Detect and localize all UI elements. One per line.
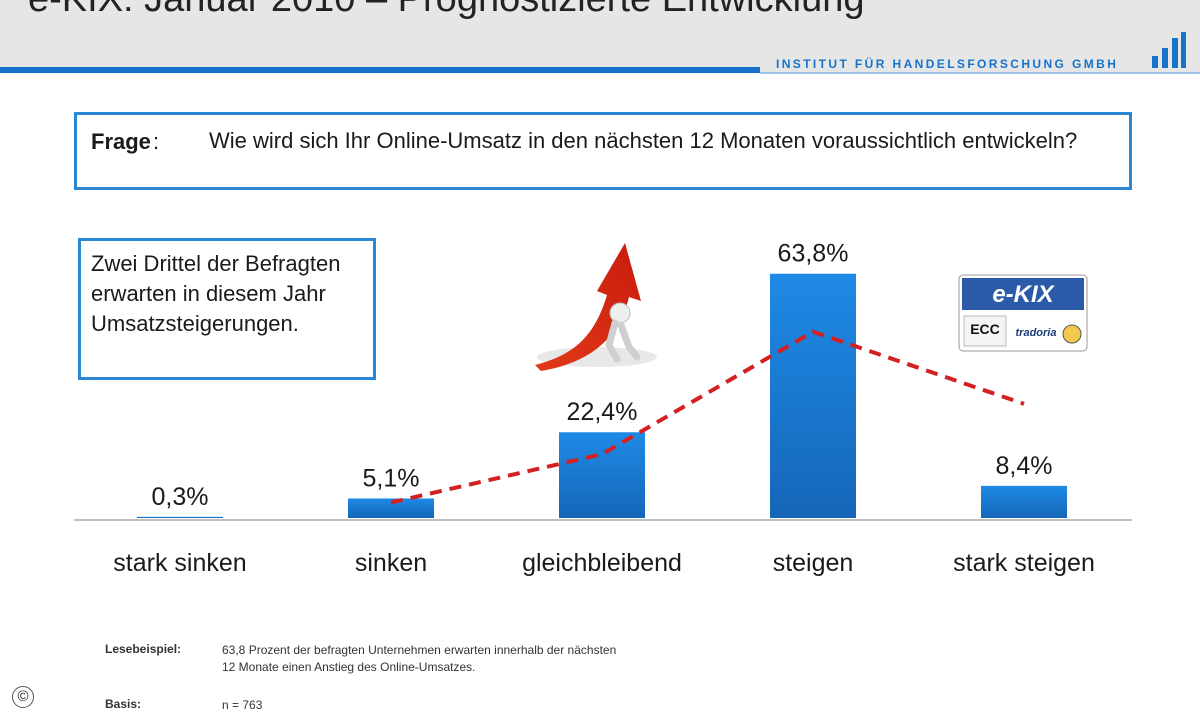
bar-3	[770, 273, 856, 518]
category-label-0: stark sinken	[113, 549, 246, 577]
category-label-2: gleichbleibend	[522, 549, 682, 577]
bar-2	[559, 432, 645, 518]
institute-logo-icon	[1152, 32, 1186, 68]
page-title: e-KIX: Januar 2010 – Prognostizierte Ent…	[28, 0, 864, 21]
header-bar: e-KIX: Januar 2010 – Prognostizierte Ent…	[0, 0, 1200, 74]
ekix-logo: e-KIX ECC tradoria	[958, 274, 1088, 352]
bar-4	[981, 485, 1067, 518]
rising-arrow-icon	[535, 243, 657, 371]
question-text: Wie wird sich Ihr Online-Umsatz in den n…	[209, 128, 1078, 153]
value-label-2: 22,4%	[567, 398, 638, 426]
question-colon: :	[153, 129, 160, 154]
question-box: Frage : Wie wird sich Ihr Online-Umsatz …	[74, 112, 1132, 190]
callout-text: Zwei Drittel der Befragten erwarten in d…	[91, 251, 341, 336]
trend-line	[390, 329, 1025, 505]
value-label-4: 8,4%	[996, 452, 1053, 480]
bar-1	[348, 498, 434, 518]
category-label-3: steigen	[773, 549, 854, 577]
value-label-1: 5,1%	[363, 464, 420, 492]
category-label-1: sinken	[355, 549, 427, 577]
value-label-3: 63,8%	[778, 240, 849, 268]
bar-0	[137, 516, 223, 518]
header-rule-thin	[760, 72, 1200, 74]
copyright-icon: ©	[12, 686, 34, 708]
tradoria-logo-text: tradoria	[1016, 327, 1057, 339]
ekix-logo-text: e-KIX	[992, 281, 1055, 308]
callout-box: Zwei Drittel der Befragten erwarten in d…	[78, 238, 376, 380]
header-rule	[0, 67, 760, 73]
institute-name: INSTITUT FÜR HANDELSFORSCHUNG GMBH	[776, 57, 1119, 71]
ecc-logo-text: ECC	[970, 321, 1000, 337]
value-label-0: 0,3%	[152, 483, 209, 511]
question-label: Frage	[91, 129, 151, 154]
category-label-4: stark steigen	[953, 549, 1095, 577]
